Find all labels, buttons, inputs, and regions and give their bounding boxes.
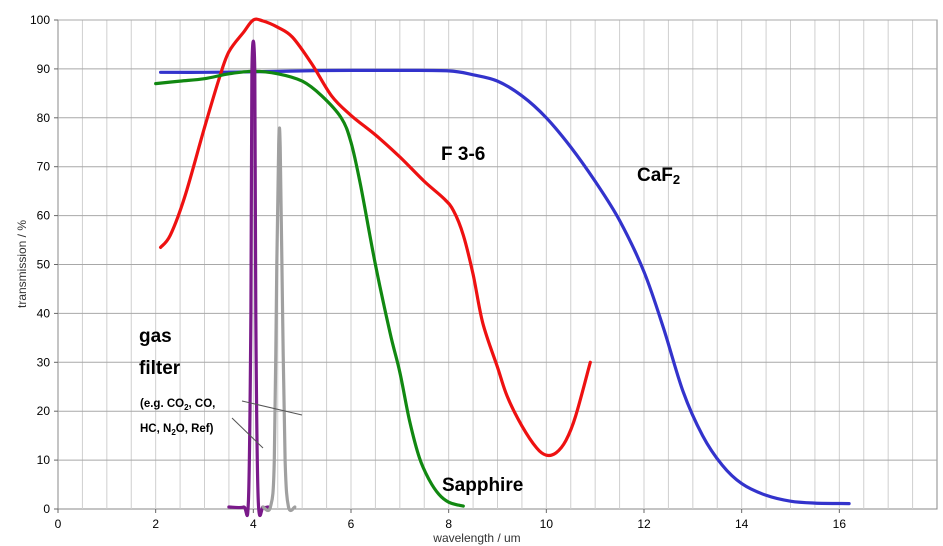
gas-label: gas xyxy=(139,326,172,347)
y-tick-label: 90 xyxy=(37,62,51,76)
caf2-label-main: CaF xyxy=(637,165,673,186)
y-axis-title: transmission / % xyxy=(15,220,29,308)
y-tick-label: 80 xyxy=(37,111,51,125)
hc-part-a: HC, N xyxy=(140,423,171,435)
x-tick-label: 4 xyxy=(250,517,257,531)
x-tick-label: 10 xyxy=(540,517,554,531)
y-tick-label: 0 xyxy=(43,502,50,516)
f36-label: F 3-6 xyxy=(441,144,485,165)
x-tick-label: 16 xyxy=(833,517,847,531)
y-tick-label: 10 xyxy=(37,453,51,467)
y-tick-label: 50 xyxy=(37,258,51,272)
y-tick-label: 20 xyxy=(37,404,51,418)
x-tick-label: 8 xyxy=(445,517,452,531)
caf2-label: CaF2 xyxy=(637,165,680,187)
x-tick-label: 12 xyxy=(637,517,651,531)
x-tick-label: 0 xyxy=(55,517,62,531)
x-tick-label: 6 xyxy=(348,517,355,531)
tick-labels: 0 10 20 30 40 50 60 70 80 90 100 0 2 4 6 8 10 12 14 16 xyxy=(30,13,846,531)
caf2-label-sub: 2 xyxy=(673,172,680,187)
y-tick-label: 40 xyxy=(37,306,51,320)
hc-part-b: 2 xyxy=(171,428,176,437)
hc-part-c: O, Ref) xyxy=(176,423,214,435)
filter-label: filter xyxy=(139,358,181,379)
grid xyxy=(54,19,937,513)
y-tick-label: 60 xyxy=(37,209,51,223)
gas-example-line2: HC, N2O, Ref) xyxy=(140,423,214,437)
series-line-gas-filter-grey xyxy=(261,126,297,513)
pointer-line-purple xyxy=(231,417,264,449)
series-line-caf2 xyxy=(159,68,851,506)
series-line-sapphire xyxy=(154,69,465,508)
x-tick-label: 2 xyxy=(152,517,159,531)
series-line-f-3-6 xyxy=(159,17,592,458)
gas-example-line1: (e.g. CO2, CO, xyxy=(140,398,215,412)
eg-part-b: 2 xyxy=(184,403,189,412)
y-tick-label: 70 xyxy=(37,160,51,174)
y-tick-label: 30 xyxy=(37,355,51,369)
eg-part-c: , CO, xyxy=(189,398,216,410)
x-tick-label: 14 xyxy=(735,517,749,531)
series-line-gas-filter-purple xyxy=(227,39,270,518)
sapphire-label: Sapphire xyxy=(442,475,523,496)
x-axis-title: wavelength / um xyxy=(432,531,520,545)
eg-part-a: (e.g. CO xyxy=(140,398,184,410)
y-tick-label: 100 xyxy=(30,13,50,27)
series-lines xyxy=(154,17,851,518)
pointer-line-grey xyxy=(241,400,303,416)
